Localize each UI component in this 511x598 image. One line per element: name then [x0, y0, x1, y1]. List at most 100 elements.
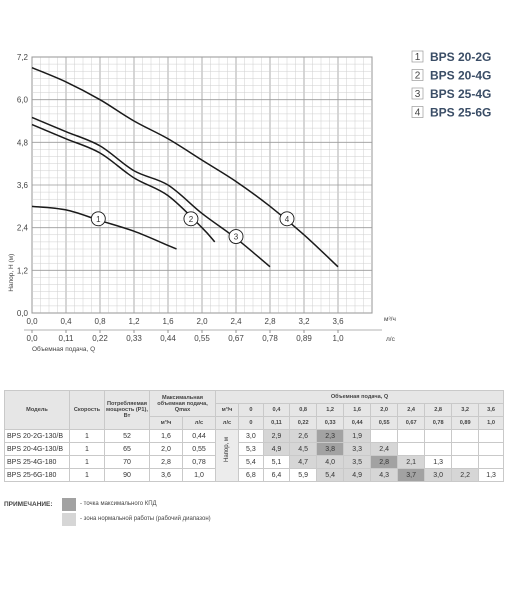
cell-head-value: 5,1 [262, 455, 291, 469]
flow-m3h-value: 2,0 [370, 403, 399, 417]
cell-head-value [397, 429, 426, 443]
cell-head-value: 3,5 [343, 455, 372, 469]
cell-qmax-ls: 0,44 [182, 429, 216, 443]
flow-ls-value: 0,67 [397, 416, 426, 430]
legend-num-3: 3 [415, 89, 421, 100]
curve-marker-4 [279, 211, 295, 227]
x-axis-title: Объемная подача, Q [32, 345, 95, 353]
cell-qmax-m3h: 2,0 [149, 442, 183, 456]
cell-head-value: 4,7 [289, 455, 318, 469]
flow-ls-unit: л/с [215, 416, 239, 430]
cell-speed: 1 [69, 455, 105, 469]
cell-speed: 1 [69, 442, 105, 456]
y-axis-title: Напор, H (м) [8, 254, 15, 292]
x-tick-label-ls: 0,22 [92, 334, 108, 343]
legend-name-2: BPS 20-4G [430, 69, 491, 83]
x-tick-label-m3h: 0,4 [60, 317, 72, 326]
cell-model: BPS 25-4G-180 [4, 455, 70, 469]
cell-power: 70 [104, 455, 150, 469]
cell-head-value: 3,8 [316, 442, 345, 456]
table-row: BPS 25-4G-180 1 70 2,8 0,78 5,4 5,1 4,7 4,0 3,5 2,… [4, 455, 504, 469]
cell-speed: 1 [69, 429, 105, 443]
cell-head-value: 6,4 [262, 468, 291, 482]
col-flow: Объемная подача, Q [215, 390, 504, 404]
chart-ticks: 7,26,04,83,62,41,20,00,0 0,4 0,8 1,2 1,6 2,0 2… [8, 53, 396, 353]
head-side-text: Напор, м [224, 436, 230, 462]
cell-head-value: 4,9 [343, 468, 372, 482]
col-power: Потребляемая мощность (P1), Вт [104, 390, 150, 430]
cell-qmax-m3h: 1,6 [149, 429, 183, 443]
x-tick-label-m3h: 2,4 [230, 317, 242, 326]
curve-marker-1 [90, 211, 106, 227]
curve-label-1: 1 [96, 215, 101, 224]
cell-head-value: 2,3 [316, 429, 345, 443]
legend-box-2 [411, 69, 424, 81]
cell-speed: 1 [69, 468, 105, 482]
performance-table: Модель Скорость Потребляемая мощность (P… [4, 390, 504, 482]
cell-head-value: 3,0 [424, 468, 453, 482]
flow-m3h-value: 1,2 [316, 403, 345, 417]
chart-legend: 1 BPS 20-2G 2 BPS 20-4G 3 BPS 25-4G 4 BPS 25-6G [411, 50, 491, 120]
flow-m3h-value: 0 [238, 403, 264, 417]
x-unit-ls: л/с [386, 336, 396, 343]
legend-box-3 [411, 87, 424, 100]
x-tick-label-ls: 0,0 [26, 334, 38, 343]
x-tick-label-m3h: 3,6 [332, 317, 344, 326]
table-row: BPS 20-4G-130/B 1 65 2,0 0,55 5,3 4,9 4,5 3,8 3,3… [4, 442, 504, 456]
flow-ls-value: 0,55 [370, 416, 399, 430]
cell-head-value [397, 442, 426, 456]
legend-box-1 [411, 50, 424, 63]
cell-head-value: 5,4 [238, 455, 264, 469]
legend-num-2: 2 [415, 71, 421, 82]
cell-head-value [478, 455, 504, 469]
flow-m3h-value: 0,8 [289, 403, 318, 417]
x-tick-label-m3h: 0,0 [26, 317, 38, 326]
flow-ls-value: 0,44 [343, 416, 372, 430]
x-tick-label-m3h: 3,2 [298, 317, 310, 326]
curve-label-4: 4 [285, 215, 290, 224]
cell-power: 52 [104, 429, 150, 443]
chart-curves: 1 2 3 4 [31, 66, 339, 268]
x-tick-label-m3h: 2,0 [196, 317, 208, 326]
legend-num-4: 4 [415, 108, 421, 119]
y-tick-label: 7,2 [17, 53, 29, 62]
x-tick-label-m3h: 2,8 [264, 317, 276, 326]
y-tick-label: 2,4 [17, 224, 29, 233]
x-tick-label-ls: 0,33 [126, 334, 142, 343]
legend-name-3: BPS 25-4G [430, 87, 491, 101]
flow-ls-value: 0,78 [424, 416, 453, 430]
head-side-label: Напор, м [215, 429, 239, 482]
cell-head-value [478, 429, 504, 443]
x-tick-label-m3h: 1,2 [128, 317, 140, 326]
pump-performance-chart: 7,26,04,83,62,41,20,00,0 0,4 0,8 1,2 1,6 2,0 2… [8, 50, 491, 353]
cell-head-value: 2,8 [370, 455, 399, 469]
flow-m3h-value: 2,4 [397, 403, 426, 417]
note-text-working-range: - зона нормальной работы (рабочий диапаз… [80, 516, 211, 522]
flow-ls-value: 0,33 [316, 416, 345, 430]
notes-title: ПРИМЕЧАНИЕ: [4, 501, 53, 508]
cell-head-value [451, 442, 480, 456]
flow-ls-value: 0,22 [289, 416, 318, 430]
cell-head-value: 4,0 [316, 455, 345, 469]
col-model: Модель [4, 390, 70, 430]
x-tick-label-ls: 1,0 [332, 334, 344, 343]
cell-head-value [424, 442, 453, 456]
x-tick-label-ls: 0,11 [59, 334, 75, 343]
cell-model: BPS 25-6G-180 [4, 468, 70, 482]
cell-head-value: 2,6 [289, 429, 318, 443]
note-swatch-dark [62, 498, 76, 511]
y-tick-label: 1,2 [17, 266, 29, 275]
flow-m3h-value: 0,4 [262, 403, 291, 417]
cell-head-value: 3,7 [397, 468, 426, 482]
cell-qmax-ls: 1,0 [182, 468, 216, 482]
chart-grid [31, 56, 373, 314]
flow-ls-value: 1,0 [478, 416, 504, 430]
cell-head-value: 1,9 [343, 429, 372, 443]
y-tick-label: 3,6 [17, 181, 29, 190]
cell-qmax-ls: 0,78 [182, 455, 216, 469]
cell-head-value [451, 429, 480, 443]
cell-head-value [478, 442, 504, 456]
cell-qmax-ls: 0,55 [182, 442, 216, 456]
y-tick-label: 4,8 [17, 138, 29, 147]
curve-marker-3 [228, 229, 244, 245]
